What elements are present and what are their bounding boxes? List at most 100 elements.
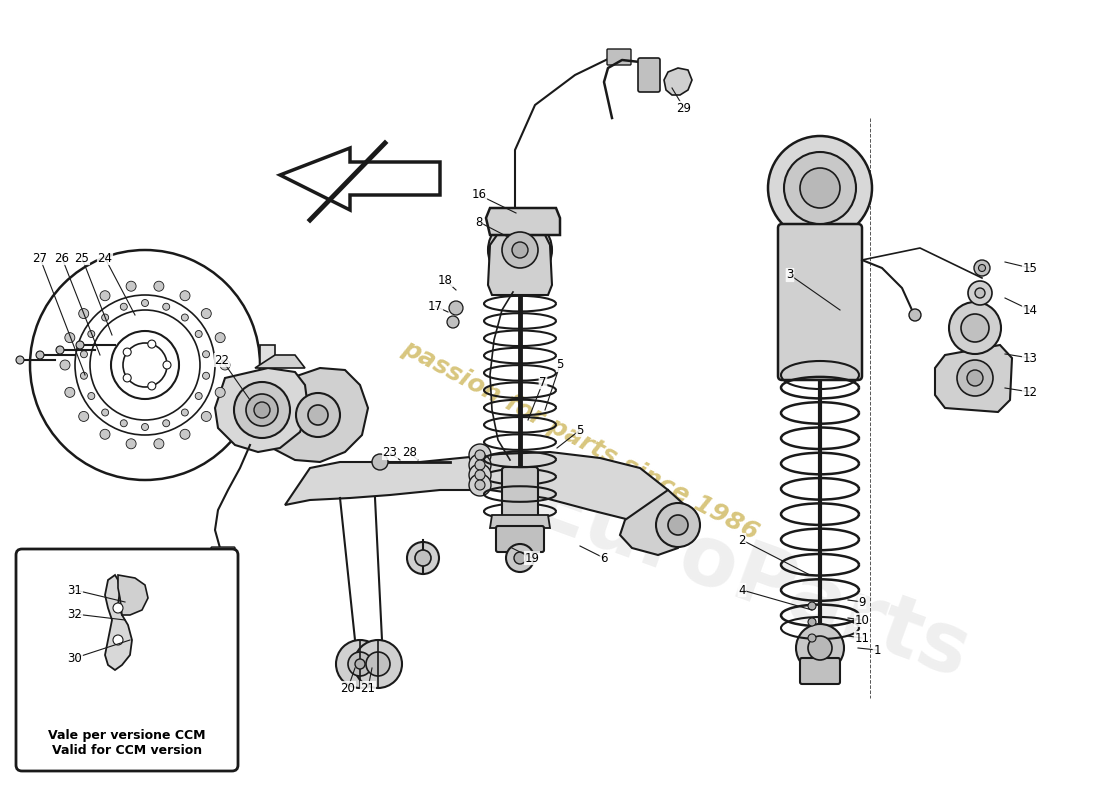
Polygon shape — [265, 368, 368, 462]
Text: 2: 2 — [738, 534, 746, 546]
Polygon shape — [260, 345, 275, 385]
Circle shape — [180, 290, 190, 301]
Circle shape — [80, 350, 87, 358]
Text: 17: 17 — [428, 299, 442, 313]
Circle shape — [100, 430, 110, 439]
Text: 18: 18 — [438, 274, 452, 286]
Circle shape — [475, 480, 485, 490]
Text: 26: 26 — [55, 251, 69, 265]
Circle shape — [512, 242, 528, 258]
Circle shape — [475, 450, 485, 460]
Circle shape — [808, 636, 832, 660]
Text: 28: 28 — [403, 446, 417, 459]
Circle shape — [201, 309, 211, 318]
Circle shape — [80, 372, 87, 379]
Circle shape — [234, 382, 290, 438]
Text: 31: 31 — [67, 583, 82, 597]
Text: EuroParts: EuroParts — [520, 463, 980, 697]
Circle shape — [447, 316, 459, 328]
Circle shape — [123, 374, 131, 382]
Circle shape — [100, 290, 110, 301]
Text: 3: 3 — [786, 269, 794, 282]
Text: 19: 19 — [525, 551, 539, 565]
Circle shape — [449, 301, 463, 315]
Text: 20: 20 — [341, 682, 355, 694]
Circle shape — [796, 624, 844, 672]
Circle shape — [163, 420, 169, 426]
Circle shape — [469, 474, 491, 496]
FancyBboxPatch shape — [496, 526, 544, 552]
Circle shape — [36, 351, 44, 359]
Circle shape — [502, 232, 538, 268]
Circle shape — [76, 341, 84, 349]
Circle shape — [202, 350, 210, 358]
Circle shape — [366, 652, 390, 676]
Circle shape — [800, 168, 840, 208]
Circle shape — [79, 309, 89, 318]
Polygon shape — [490, 515, 550, 528]
Text: 7: 7 — [539, 375, 547, 389]
Circle shape — [336, 640, 384, 688]
Circle shape — [126, 282, 136, 291]
Circle shape — [469, 464, 491, 486]
Circle shape — [949, 302, 1001, 354]
Text: 24: 24 — [98, 251, 112, 265]
Circle shape — [120, 420, 128, 426]
Circle shape — [808, 634, 816, 642]
Polygon shape — [935, 345, 1012, 412]
Text: 5: 5 — [557, 358, 563, 371]
Circle shape — [407, 542, 439, 574]
Circle shape — [154, 438, 164, 449]
Circle shape — [308, 405, 328, 425]
Polygon shape — [285, 452, 675, 520]
Circle shape — [768, 136, 872, 240]
Text: 32: 32 — [67, 607, 82, 621]
Circle shape — [101, 409, 109, 416]
Circle shape — [101, 314, 109, 321]
Circle shape — [16, 356, 24, 364]
Text: 8: 8 — [475, 215, 483, 229]
Circle shape — [909, 309, 921, 321]
Circle shape — [123, 348, 131, 356]
Circle shape — [469, 444, 491, 466]
Circle shape — [180, 430, 190, 439]
Circle shape — [974, 260, 990, 276]
Text: 23: 23 — [383, 446, 397, 459]
Circle shape — [961, 314, 989, 342]
Circle shape — [975, 288, 984, 298]
Circle shape — [254, 402, 270, 418]
Text: 6: 6 — [601, 551, 607, 565]
Text: 1: 1 — [873, 643, 881, 657]
Circle shape — [488, 218, 552, 282]
FancyBboxPatch shape — [638, 58, 660, 92]
Circle shape — [163, 303, 169, 310]
Text: 21: 21 — [361, 682, 375, 694]
Text: 9: 9 — [858, 595, 866, 609]
Text: 5: 5 — [576, 423, 584, 437]
Polygon shape — [280, 148, 440, 210]
Circle shape — [88, 330, 95, 338]
Circle shape — [506, 544, 534, 572]
Circle shape — [475, 460, 485, 470]
Circle shape — [415, 550, 431, 566]
Text: 25: 25 — [75, 251, 89, 265]
Polygon shape — [255, 355, 305, 368]
Circle shape — [142, 423, 148, 430]
Circle shape — [182, 314, 188, 321]
Polygon shape — [620, 490, 692, 555]
Circle shape — [216, 387, 225, 398]
Circle shape — [372, 454, 388, 470]
Polygon shape — [118, 575, 148, 615]
Polygon shape — [486, 208, 560, 235]
Circle shape — [126, 438, 136, 449]
Circle shape — [120, 303, 128, 310]
Circle shape — [195, 393, 202, 399]
Circle shape — [202, 372, 210, 379]
Text: 27: 27 — [33, 251, 47, 265]
Circle shape — [784, 152, 856, 224]
FancyBboxPatch shape — [211, 547, 235, 563]
Circle shape — [56, 346, 64, 354]
Circle shape — [967, 370, 983, 386]
Circle shape — [968, 281, 992, 305]
Circle shape — [113, 603, 123, 613]
